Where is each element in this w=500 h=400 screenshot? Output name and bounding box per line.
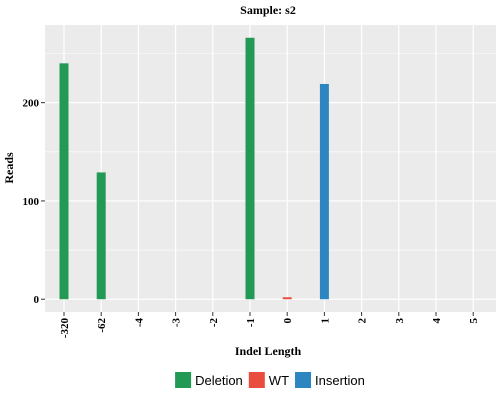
legend-item-deletion: Deletion [175, 372, 243, 388]
x-tick-label: -320 [59, 318, 71, 339]
x-axis-title: Indel Length [235, 344, 302, 358]
y-tick-label: 100 [23, 196, 40, 208]
y-axis-ticks: 0 100 200 [23, 98, 45, 306]
bars [59, 37, 329, 300]
x-tick-label: 2 [357, 318, 369, 324]
plot-panel [45, 25, 496, 312]
bar-wt [282, 297, 292, 300]
legend-key [175, 372, 192, 388]
x-tick-label: -1 [245, 318, 257, 327]
bar-deletion [245, 37, 255, 300]
x-tick-label: -4 [133, 318, 145, 328]
legend-key [295, 372, 312, 388]
legend: Deletion WT Insertion [175, 372, 365, 388]
legend-item-wt: WT [248, 372, 289, 388]
x-tick-label: 3 [394, 318, 406, 324]
legend-label: Insertion [315, 373, 365, 388]
bar-insertion [319, 83, 329, 300]
x-tick-label: 1 [319, 318, 331, 324]
legend-key [248, 372, 265, 388]
x-tick-label: 0 [282, 318, 294, 324]
x-tick-label: 4 [431, 318, 443, 324]
legend-item-insertion: Insertion [295, 372, 365, 388]
y-tick-label: 200 [23, 98, 40, 110]
bar-deletion [96, 172, 106, 300]
chart-title: Sample: s2 [240, 3, 296, 17]
legend-label: Deletion [195, 373, 243, 388]
y-tick-label: 0 [34, 294, 40, 306]
bar-deletion [59, 63, 69, 300]
x-axis-ticks: -320 -62 -4 -3 -2 -1 0 1 2 3 4 5 [59, 312, 480, 338]
x-tick-label: -3 [171, 318, 183, 328]
x-tick-label: -62 [96, 318, 108, 333]
y-axis-title: Reads [2, 152, 16, 184]
x-tick-label: 5 [468, 318, 480, 324]
x-tick-label: -2 [208, 318, 220, 328]
legend-label: WT [269, 373, 289, 388]
